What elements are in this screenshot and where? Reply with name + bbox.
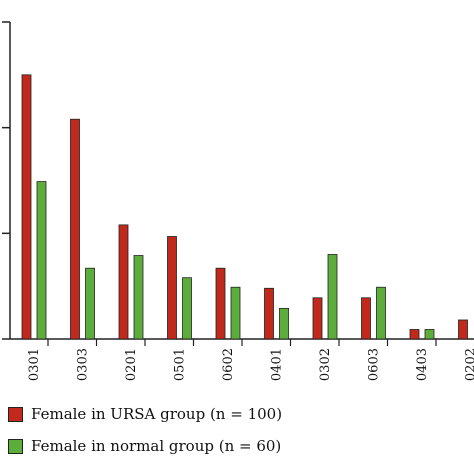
bar-normal-0303 — [85, 267, 95, 340]
x-tick-labels: 0301 0303 0201 0501 0602 0401 0302 0603 0403 0202 — [27, 339, 474, 381]
x-tick-label-0401: 0401 — [270, 348, 285, 381]
x-tick-label-0501: 0501 — [173, 348, 188, 381]
bar-ursa-0301 — [21, 74, 32, 340]
bar-ursa-0401 — [264, 287, 274, 340]
legend-swatch-normal — [8, 438, 23, 454]
bar-ursa-0201 — [118, 224, 129, 340]
legend-label-ursa: Female in URSA group (n = 100) — [31, 405, 283, 423]
x-tick-label-0303: 0303 — [76, 348, 91, 381]
x-tick-label-0603: 0603 — [367, 348, 382, 381]
bar-ursa-0303 — [70, 118, 80, 340]
bar-normal-0403 — [424, 329, 435, 340]
bar-normal-0602 — [230, 286, 241, 340]
bar-ursa-0603 — [361, 297, 371, 340]
legend-label-normal: Female in normal group (n = 60) — [31, 437, 282, 455]
bar-normal-0603 — [376, 286, 386, 340]
bar-normal-0302 — [327, 254, 338, 340]
legend-item-normal: Female in normal group (n = 60) — [8, 437, 281, 455]
bar-ursa-0602 — [215, 267, 226, 340]
x-tick-label-0202: 0202 — [464, 348, 474, 381]
x-tick-label-0302: 0302 — [318, 348, 333, 381]
legend-swatch-ursa — [8, 406, 23, 422]
bar-ursa-0403 — [409, 329, 420, 340]
bars — [21, 74, 468, 340]
bar-ursa-0501 — [167, 236, 177, 340]
bar-normal-0501 — [182, 277, 192, 340]
bar-normal-0301 — [36, 181, 47, 340]
bar-normal-0201 — [133, 255, 144, 340]
x-tick-label-0403: 0403 — [415, 348, 430, 381]
x-tick-label-0301: 0301 — [27, 348, 42, 381]
x-tick-label-0602: 0602 — [221, 348, 236, 381]
bar-ursa-0202 — [458, 319, 468, 340]
bar-normal-0401 — [279, 307, 289, 340]
x-tick-label-0201: 0201 — [124, 348, 139, 381]
bar-ursa-0302 — [312, 297, 323, 340]
legend-item-ursa: Female in URSA group (n = 100) — [8, 405, 282, 423]
